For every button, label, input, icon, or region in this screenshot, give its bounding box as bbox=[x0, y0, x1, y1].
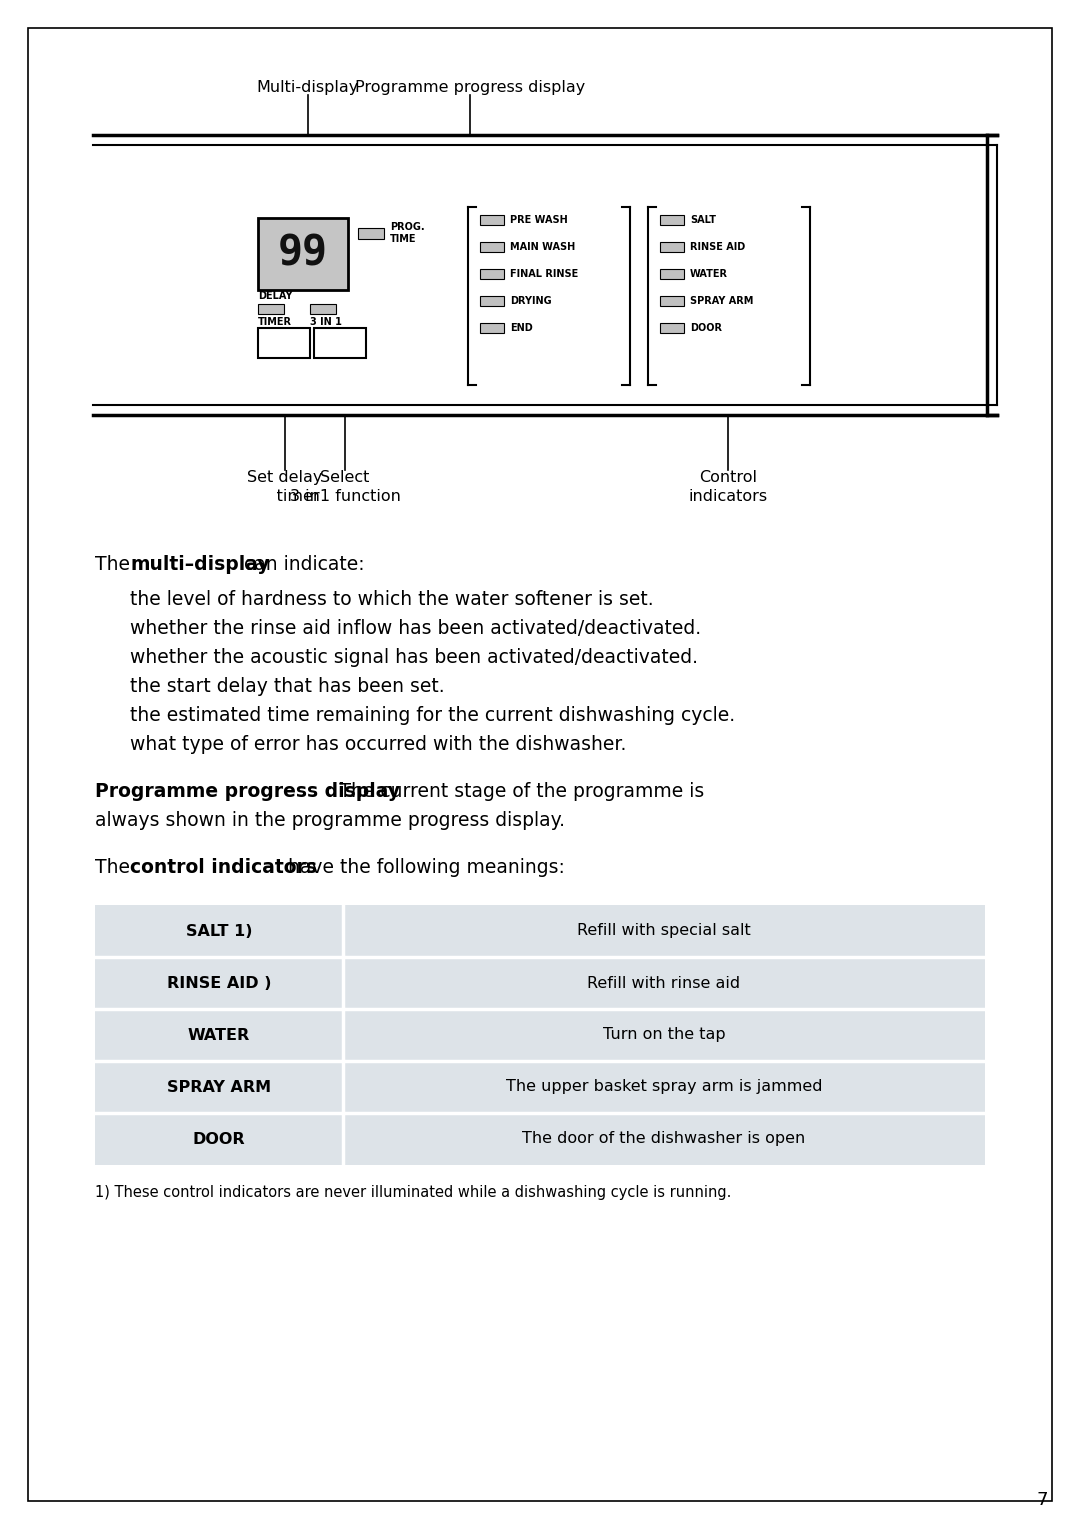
Text: RINSE AID ): RINSE AID ) bbox=[166, 976, 271, 991]
Text: whether the acoustic signal has been activated/deactivated.: whether the acoustic signal has been act… bbox=[130, 648, 698, 667]
Bar bbox=[95, 1009, 985, 1061]
Text: Select
3 in1 function: Select 3 in1 function bbox=[289, 469, 401, 503]
Bar bbox=[660, 297, 684, 306]
Text: SALT: SALT bbox=[690, 216, 716, 225]
Text: SPRAY ARM: SPRAY ARM bbox=[690, 297, 754, 306]
Text: WATER: WATER bbox=[690, 269, 728, 278]
Text: PRE WASH: PRE WASH bbox=[510, 216, 568, 225]
Bar bbox=[95, 905, 985, 957]
Text: the start delay that has been set.: the start delay that has been set. bbox=[130, 677, 445, 696]
Bar bbox=[258, 304, 284, 313]
Text: Multi-display: Multi-display bbox=[257, 80, 360, 95]
Text: DOOR: DOOR bbox=[192, 1131, 245, 1147]
Bar bbox=[480, 323, 504, 333]
Text: 7: 7 bbox=[1036, 1491, 1048, 1509]
Text: WATER: WATER bbox=[188, 1027, 251, 1043]
Text: FINAL RINSE: FINAL RINSE bbox=[510, 269, 578, 278]
Text: the level of hardness to which the water softener is set.: the level of hardness to which the water… bbox=[130, 590, 653, 609]
Text: RINSE AID: RINSE AID bbox=[690, 242, 745, 252]
Text: The door of the dishwasher is open: The door of the dishwasher is open bbox=[523, 1131, 806, 1147]
Text: whether the rinse aid inflow has been activated/deactivated.: whether the rinse aid inflow has been ac… bbox=[130, 619, 701, 638]
Bar bbox=[660, 216, 684, 225]
Text: Turn on the tap: Turn on the tap bbox=[603, 1027, 726, 1043]
Text: Set delay
     timer: Set delay timer bbox=[247, 469, 323, 503]
Bar bbox=[480, 269, 504, 278]
Bar bbox=[660, 323, 684, 333]
Text: Refill with special salt: Refill with special salt bbox=[577, 924, 751, 939]
Text: The: The bbox=[95, 555, 136, 573]
Text: Refill with rinse aid: Refill with rinse aid bbox=[588, 976, 741, 991]
Text: : The current stage of the programme is: : The current stage of the programme is bbox=[327, 781, 704, 801]
Text: SALT 1): SALT 1) bbox=[186, 924, 253, 939]
Text: 3 IN 1: 3 IN 1 bbox=[310, 317, 342, 327]
Text: DELAY: DELAY bbox=[258, 291, 293, 301]
Text: Control
indicators: Control indicators bbox=[688, 469, 768, 503]
Bar bbox=[660, 269, 684, 278]
Text: Programme progress display: Programme progress display bbox=[355, 80, 585, 95]
Text: PROG.
TIME: PROG. TIME bbox=[390, 222, 424, 243]
Text: MAIN WASH: MAIN WASH bbox=[510, 242, 576, 252]
Text: The: The bbox=[95, 858, 136, 878]
Text: TIMER: TIMER bbox=[258, 317, 292, 327]
Bar bbox=[314, 329, 366, 358]
Text: END: END bbox=[510, 323, 532, 333]
Text: Programme progress display: Programme progress display bbox=[95, 781, 400, 801]
Bar bbox=[480, 216, 504, 225]
Text: The upper basket spray arm is jammed: The upper basket spray arm is jammed bbox=[505, 1079, 822, 1095]
Bar bbox=[310, 304, 336, 313]
Bar bbox=[95, 1061, 985, 1113]
Text: control indicators: control indicators bbox=[130, 858, 318, 878]
Bar bbox=[95, 957, 985, 1009]
Text: 99: 99 bbox=[278, 232, 328, 275]
Bar bbox=[660, 242, 684, 252]
Bar bbox=[480, 297, 504, 306]
Text: SPRAY ARM: SPRAY ARM bbox=[167, 1079, 271, 1095]
Bar bbox=[357, 228, 384, 239]
Text: multi–display: multi–display bbox=[130, 555, 270, 573]
Text: 1) These control indicators are never illuminated while a dishwashing cycle is r: 1) These control indicators are never il… bbox=[95, 1185, 731, 1200]
Text: DRYING: DRYING bbox=[510, 297, 552, 306]
Text: can indicate:: can indicate: bbox=[238, 555, 365, 573]
Bar bbox=[258, 219, 348, 291]
Text: have the following meanings:: have the following meanings: bbox=[282, 858, 565, 878]
Text: always shown in the programme progress display.: always shown in the programme progress d… bbox=[95, 810, 565, 830]
Bar bbox=[95, 1113, 985, 1165]
Bar bbox=[480, 242, 504, 252]
Bar bbox=[258, 329, 310, 358]
Text: the estimated time remaining for the current dishwashing cycle.: the estimated time remaining for the cur… bbox=[130, 706, 735, 725]
Text: what type of error has occurred with the dishwasher.: what type of error has occurred with the… bbox=[130, 735, 626, 754]
Text: DOOR: DOOR bbox=[690, 323, 723, 333]
